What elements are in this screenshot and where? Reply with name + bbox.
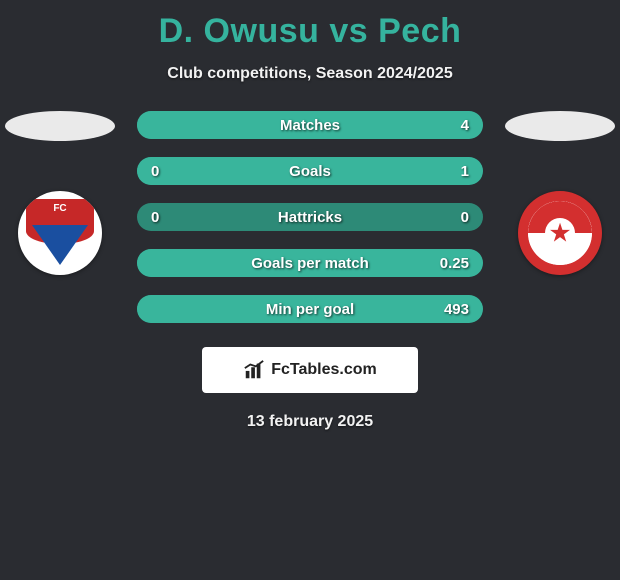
page-title: D. Owusu vs Pech — [0, 0, 620, 51]
stat-value-right: 0.25 — [440, 255, 469, 272]
comparison-content: FC ★ Matches 4 0 Goals 1 0 Hattricks 0 Goals per… — [0, 111, 620, 431]
team-left-crest: FC — [18, 191, 102, 275]
stat-value-right: 0 — [461, 209, 469, 226]
stat-bar: Matches 4 — [137, 111, 483, 139]
watermark: FcTables.com — [202, 347, 418, 393]
stat-value-right: 4 — [461, 117, 469, 134]
stat-label: Matches — [280, 117, 340, 134]
stat-value-right: 1 — [461, 163, 469, 180]
stat-value-left: 0 — [151, 163, 159, 180]
stat-value-right: 493 — [444, 301, 469, 318]
date-label: 13 february 2025 — [0, 413, 620, 431]
stat-label: Hattricks — [278, 209, 342, 226]
stat-bars: Matches 4 0 Goals 1 0 Hattricks 0 Goals per matc… — [137, 111, 483, 323]
stat-bar: 0 Hattricks 0 — [137, 203, 483, 231]
player-left-column: FC — [0, 111, 120, 275]
chart-icon — [243, 359, 265, 381]
star-icon: ★ — [548, 218, 571, 249]
subtitle: Club competitions, Season 2024/2025 — [0, 65, 620, 83]
team-right-crest: ★ — [518, 191, 602, 275]
stat-label: Goals — [289, 163, 331, 180]
player-right-silhouette — [505, 111, 615, 141]
stat-label: Min per goal — [266, 301, 354, 318]
stat-bar: Goals per match 0.25 — [137, 249, 483, 277]
stat-bar: Min per goal 493 — [137, 295, 483, 323]
stat-label: Goals per match — [251, 255, 369, 272]
watermark-text: FcTables.com — [271, 361, 377, 379]
stat-value-left: 0 — [151, 209, 159, 226]
player-right-column: ★ — [500, 111, 620, 275]
crest-fc-label: FC — [53, 203, 66, 214]
player-left-silhouette — [5, 111, 115, 141]
stat-bar: 0 Goals 1 — [137, 157, 483, 185]
